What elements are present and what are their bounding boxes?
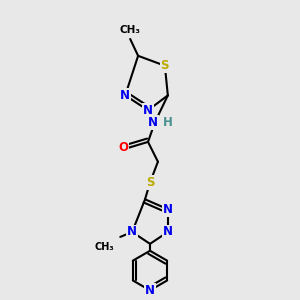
- Text: H: H: [163, 116, 173, 129]
- Text: N: N: [143, 104, 153, 117]
- Text: S: S: [146, 176, 154, 189]
- Text: N: N: [145, 284, 155, 297]
- Text: CH₃: CH₃: [95, 242, 114, 252]
- Text: S: S: [160, 59, 169, 72]
- Text: N: N: [163, 203, 173, 216]
- Text: O: O: [118, 141, 128, 154]
- Text: N: N: [120, 89, 130, 102]
- Text: CH₃: CH₃: [120, 25, 141, 35]
- Text: N: N: [127, 226, 137, 238]
- Text: N: N: [148, 116, 158, 129]
- Text: N: N: [163, 226, 173, 238]
